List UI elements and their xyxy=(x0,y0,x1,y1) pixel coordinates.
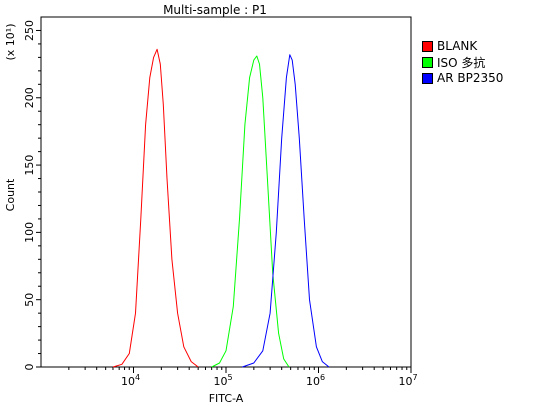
legend-label: ISO 多抗 xyxy=(437,55,486,70)
y-tick-label: 150 xyxy=(23,155,36,176)
y-tick-label: 250 xyxy=(23,20,36,41)
x-axis-label: FITC-A xyxy=(209,392,244,405)
series-line-1 xyxy=(211,55,290,368)
legend-swatch xyxy=(422,56,433,68)
series-line-0 xyxy=(112,48,199,368)
x-tick-label: 105 xyxy=(213,373,232,388)
y-tick-label: 0 xyxy=(23,364,36,371)
series-line-2 xyxy=(242,54,330,368)
legend-swatch xyxy=(422,40,433,52)
x-tick-label: 104 xyxy=(121,373,140,388)
x-tick-label: 106 xyxy=(306,373,325,388)
legend-swatch xyxy=(422,72,433,84)
legend-label: BLANK xyxy=(437,39,478,53)
chart-title: Multi-sample : P1 xyxy=(163,3,267,17)
y-axis-label: Count xyxy=(4,178,17,211)
series-layer xyxy=(112,48,330,368)
ticks-layer: 0 50 100 150 200 250 104 105 106 107 xyxy=(23,20,418,388)
y-multiplier-label: (x 10¹) xyxy=(4,24,17,61)
y-tick-label: 200 xyxy=(23,87,36,108)
y-tick-label: 100 xyxy=(23,222,36,243)
legend-label: AR BP2350 xyxy=(437,71,504,85)
legend-item: BLANK xyxy=(422,38,477,54)
plot-frame xyxy=(40,16,412,368)
x-tick-label: 107 xyxy=(398,373,417,388)
legend-item: AR BP2350 xyxy=(422,70,503,86)
y-tick-label: 50 xyxy=(23,293,36,307)
legend-item: ISO 多抗 xyxy=(422,54,485,70)
